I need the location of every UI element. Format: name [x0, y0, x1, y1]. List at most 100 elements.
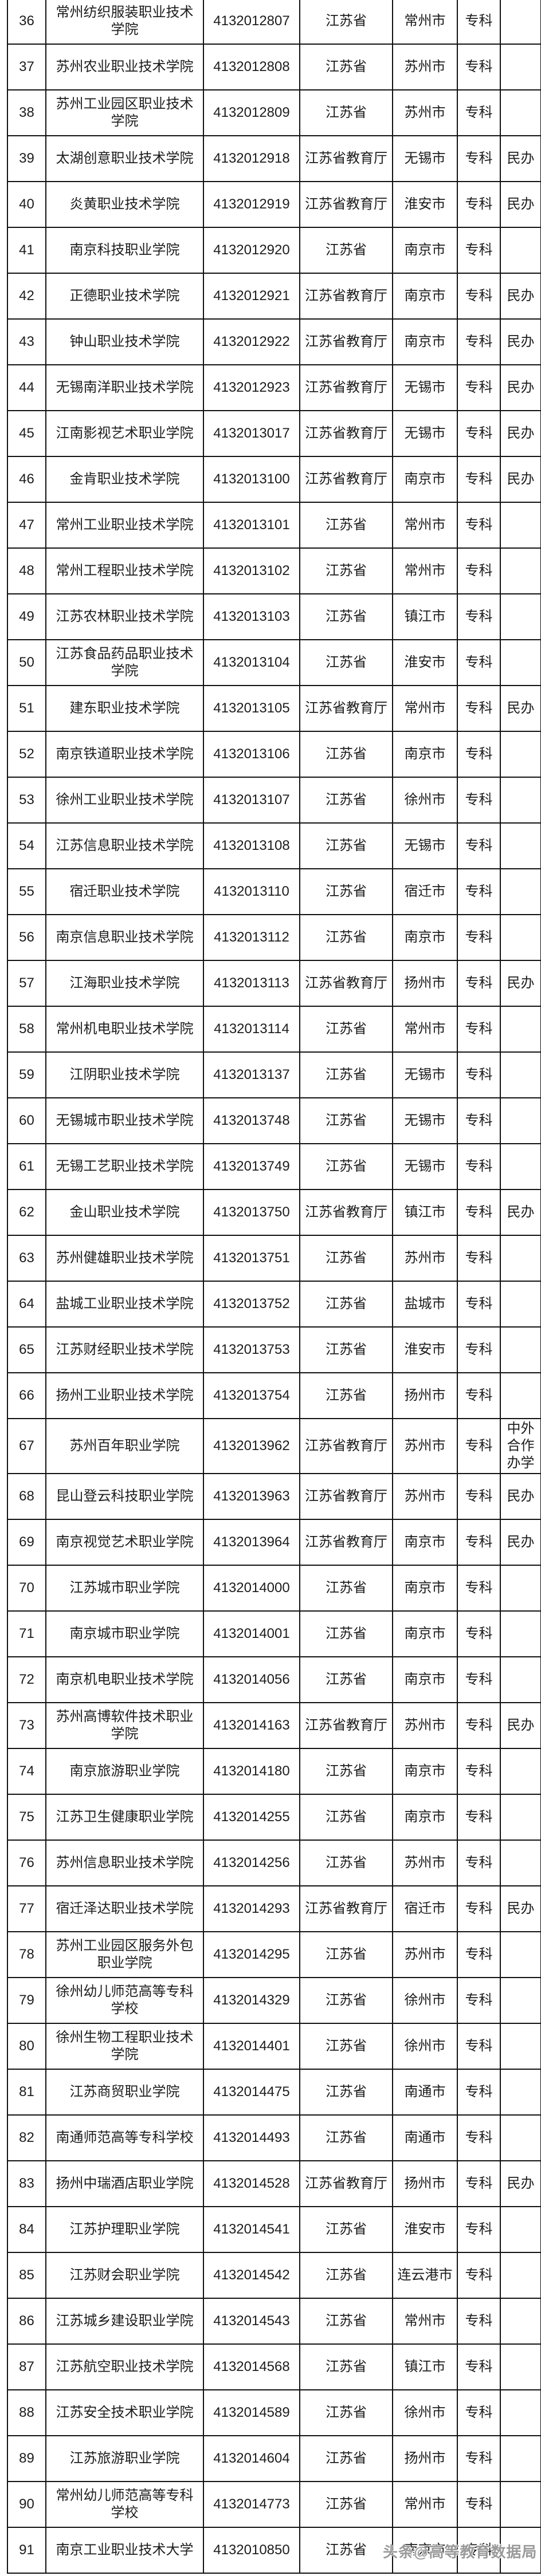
remark-cell — [500, 822, 541, 869]
remark-cell: 民办 — [500, 1885, 541, 1932]
level-cell: 专科 — [457, 2389, 501, 2436]
remark-cell — [500, 227, 541, 274]
remark-cell — [500, 1656, 541, 1703]
level-cell: 专科 — [457, 0, 501, 45]
row-number-cell: 59 — [7, 1051, 46, 1098]
city-cell: 苏州市 — [392, 44, 458, 90]
department-cell: 江苏省教育厅 — [299, 1473, 393, 1520]
city-cell: 常州市 — [392, 548, 458, 594]
table-row: 38 苏州工业园区职业技术学院 4132012809 江苏省 苏州市 专科 — [7, 89, 541, 136]
school-code-cell: 4132013112 — [203, 914, 300, 961]
school-name-cell: 盐城工业职业技术学院 — [45, 1281, 204, 1328]
school-name-cell: 江苏农林职业技术学院 — [45, 593, 204, 640]
department-cell: 江苏省 — [299, 1931, 393, 1978]
level-cell: 专科 — [457, 1372, 501, 1419]
school-code-cell: 4132013749 — [203, 1143, 300, 1190]
remark-cell — [500, 1143, 541, 1190]
level-cell: 专科 — [457, 914, 501, 961]
row-number-cell: 65 — [7, 1326, 46, 1373]
level-cell: 专科 — [457, 1326, 501, 1373]
city-cell: 扬州市 — [392, 1372, 458, 1419]
level-cell: 专科 — [457, 410, 501, 457]
department-cell: 江苏省教育厅 — [299, 685, 393, 732]
department-cell: 江苏省 — [299, 2389, 393, 2436]
table-row: 48 常州工程职业技术学院 4132013102 江苏省 常州市 专科 — [7, 548, 541, 594]
table-row: 58 常州机电职业技术学院 4132013114 江苏省 常州市 专科 — [7, 1006, 541, 1053]
remark-cell — [500, 1931, 541, 1978]
row-number-cell: 56 — [7, 914, 46, 961]
school-name-cell: 江苏护理职业学院 — [45, 2206, 204, 2253]
department-cell: 江苏省 — [299, 731, 393, 778]
school-name-cell: 建东职业技术学院 — [45, 685, 204, 732]
school-name-cell: 江海职业技术学院 — [45, 960, 204, 1007]
school-name-cell: 扬州工业职业技术学院 — [45, 1372, 204, 1419]
department-cell: 江苏省 — [299, 227, 393, 274]
level-cell: 专科 — [457, 2527, 501, 2574]
level-cell: 专科 — [457, 1885, 501, 1932]
school-name-cell: 金肯职业技术学院 — [45, 456, 204, 503]
remark-cell — [500, 2389, 541, 2436]
row-number-cell: 80 — [7, 2023, 46, 2070]
row-number-cell: 67 — [7, 1418, 46, 1474]
remark-cell — [500, 548, 541, 594]
remark-cell — [500, 1565, 541, 1612]
department-cell: 江苏省 — [299, 1610, 393, 1657]
city-cell: 常州市 — [392, 0, 458, 45]
school-code-cell: 4132014589 — [203, 2389, 300, 2436]
row-number-cell: 43 — [7, 318, 46, 365]
level-cell: 专科 — [457, 1931, 501, 1978]
school-name-cell: 常州工业职业技术学院 — [45, 502, 204, 549]
school-code-cell: 4132013110 — [203, 868, 300, 915]
city-cell: 南通市 — [392, 2069, 458, 2116]
school-name-cell: 正德职业技术学院 — [45, 273, 204, 320]
table-row: 77 宿迁泽达职业技术学院 4132014293 江苏省教育厅 宿迁市 专科 民… — [7, 1885, 541, 1932]
row-number-cell: 49 — [7, 593, 46, 640]
row-number-cell: 55 — [7, 868, 46, 915]
school-name-cell: 无锡城市职业技术学院 — [45, 1097, 204, 1144]
row-number-cell: 60 — [7, 1097, 46, 1144]
school-code-cell: 4132013753 — [203, 1326, 300, 1373]
row-number-cell: 52 — [7, 731, 46, 778]
row-number-cell: 88 — [7, 2389, 46, 2436]
city-cell: 常州市 — [392, 2298, 458, 2345]
remark-cell — [500, 2206, 541, 2253]
remark-cell: 民办 — [500, 318, 541, 365]
row-number-cell: 58 — [7, 1006, 46, 1053]
city-cell: 南京市 — [392, 1794, 458, 1841]
city-cell: 无锡市 — [392, 135, 458, 182]
school-code-cell: 4132013752 — [203, 1281, 300, 1328]
row-number-cell: 57 — [7, 960, 46, 1007]
school-name-cell: 太湖创意职业技术学院 — [45, 135, 204, 182]
school-code-cell: 4132012808 — [203, 44, 300, 90]
department-cell: 江苏省 — [299, 1235, 393, 1282]
level-cell: 专科 — [457, 1235, 501, 1282]
table-row: 62 金山职业技术学院 4132013750 江苏省教育厅 镇江市 专科 民办 — [7, 1189, 541, 1236]
city-cell: 徐州市 — [392, 1977, 458, 2024]
school-code-cell: 4132014528 — [203, 2160, 300, 2207]
level-cell: 专科 — [457, 1519, 501, 1566]
city-cell: 扬州市 — [392, 2435, 458, 2482]
city-cell: 苏州市 — [392, 1840, 458, 1886]
city-cell: 南京市 — [392, 731, 458, 778]
level-cell: 专科 — [457, 1702, 501, 1749]
school-name-cell: 江阴职业技术学院 — [45, 1051, 204, 1098]
row-number-cell: 40 — [7, 181, 46, 228]
department-cell: 江苏省教育厅 — [299, 1702, 393, 1749]
level-cell: 专科 — [457, 2435, 501, 2482]
department-cell: 江苏省 — [299, 2252, 393, 2299]
table-row: 55 宿迁职业技术学院 4132013110 江苏省 宿迁市 专科 — [7, 868, 541, 915]
table-row: 91 南京工业职业技术大学 4132010850 江苏省 南京市 专科 — [7, 2527, 541, 2574]
level-cell: 专科 — [457, 364, 501, 411]
table-row: 75 江苏卫生健康职业学院 4132014255 江苏省 南京市 专科 — [7, 1794, 541, 1841]
city-cell: 宿迁市 — [392, 1885, 458, 1932]
remark-cell — [500, 1794, 541, 1841]
department-cell: 江苏省 — [299, 1977, 393, 2024]
school-code-cell: 4132014001 — [203, 1610, 300, 1657]
department-cell: 江苏省 — [299, 2206, 393, 2253]
department-cell: 江苏省 — [299, 1143, 393, 1190]
level-cell: 专科 — [457, 502, 501, 549]
city-cell: 宿迁市 — [392, 868, 458, 915]
department-cell: 江苏省教育厅 — [299, 960, 393, 1007]
level-cell: 专科 — [457, 273, 501, 320]
school-code-cell: 4132012807 — [203, 0, 300, 45]
